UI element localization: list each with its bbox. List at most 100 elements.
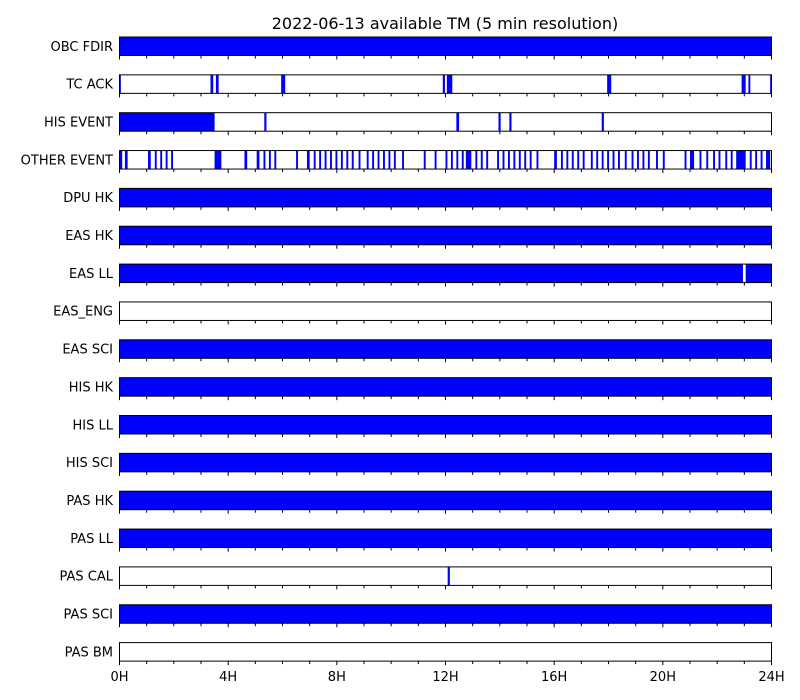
availability-bar: [566, 150, 569, 170]
availability-bar: [725, 150, 728, 170]
availability-bar: [647, 150, 650, 170]
row-label: EAS HK: [65, 229, 113, 244]
availability-bar: [480, 150, 483, 170]
availability-bar: [465, 150, 472, 170]
availability-bar: [119, 604, 772, 624]
row-dpu-hk: DPU HK: [63, 187, 772, 211]
x-tick-label: 24H: [758, 670, 784, 685]
availability-bar: [741, 74, 746, 94]
availability-bar: [513, 150, 516, 170]
availability-bar: [210, 74, 214, 94]
row-eas-eng: EAS_ENG: [53, 301, 772, 325]
row-label: HIS SCI: [66, 456, 113, 471]
availability-bar: [346, 150, 349, 170]
availability-bar: [119, 188, 772, 207]
availability-bar: [119, 415, 772, 434]
row-frame: [119, 112, 772, 132]
row-label: TC ACK: [65, 78, 113, 93]
availability-bar: [319, 150, 322, 170]
chart-title: 2022-06-13 available TM (5 min resolutio…: [272, 14, 618, 33]
availability-bar: [607, 74, 612, 94]
availability-bar: [244, 150, 248, 170]
availability-bar: [434, 150, 437, 170]
availability-bar: [119, 226, 772, 245]
row-label: PAS LL: [70, 532, 114, 547]
row-tc-ack: TC ACK: [65, 74, 772, 98]
availability-bar: [456, 112, 460, 132]
availability-bar: [509, 112, 512, 132]
row-label: PAS HK: [66, 494, 113, 509]
availability-bar: [618, 150, 620, 170]
availability-bar: [119, 37, 772, 56]
row-other-event: OTHER EVENT: [21, 150, 772, 174]
availability-bar: [475, 150, 478, 170]
availability-bar: [383, 150, 385, 170]
availability-bar: [637, 150, 639, 170]
availability-bar: [582, 150, 585, 170]
availability-bar: [215, 74, 219, 94]
availability-bar: [119, 112, 215, 132]
row-pas-sci: PAS SCI: [64, 604, 772, 628]
row-pas-ll: PAS LL: [70, 528, 772, 552]
availability-bar: [612, 150, 615, 170]
availability-bar: [171, 150, 174, 170]
availability-bar: [507, 150, 510, 170]
row-label: EAS SCI: [62, 343, 113, 358]
availability-bar: [124, 150, 128, 170]
availability-bar: [456, 150, 459, 170]
row-label: EAS LL: [69, 267, 114, 282]
availability-bar: [446, 74, 453, 94]
availability-bar: [306, 150, 310, 170]
availability-bar: [119, 377, 772, 397]
availability-bar: [631, 150, 634, 170]
availability-bar: [377, 150, 380, 170]
availability-bar: [461, 150, 464, 170]
availability-bar: [119, 453, 772, 472]
x-tick-label: 0H: [110, 670, 128, 685]
availability-bar: [524, 150, 527, 170]
x-tick-label: 16H: [541, 670, 567, 685]
availability-bar: [502, 150, 505, 170]
availability-bar: [445, 150, 448, 170]
availability-bar: [393, 150, 396, 170]
row-his-event: HIS EVENT: [44, 112, 772, 136]
row-his-sci: HIS SCI: [66, 452, 772, 476]
availability-bar: [730, 150, 733, 170]
availability-bar: [554, 150, 557, 170]
availability-bar: [442, 74, 445, 94]
availability-bar: [656, 150, 658, 170]
availability-bar: [770, 74, 772, 94]
row-pas-cal: PAS CAL: [60, 566, 772, 590]
availability-bar: [330, 150, 332, 170]
availability-bar: [529, 150, 532, 170]
availability-bar: [119, 491, 772, 510]
availability-bar: [450, 150, 453, 170]
row-label: PAS SCI: [64, 608, 113, 623]
row-label: DPU HK: [63, 191, 113, 206]
availability-bar: [340, 150, 343, 170]
availability-bar: [358, 150, 361, 170]
row-frame: [119, 301, 772, 321]
availability-bar: [119, 150, 123, 170]
row-his-ll: HIS LL: [73, 415, 772, 438]
availability-bar: [263, 150, 266, 170]
row-label: HIS EVENT: [44, 115, 113, 130]
availability-bar: [256, 150, 260, 170]
availability-bar: [388, 150, 391, 170]
availability-bar: [690, 150, 695, 170]
availability-bar: [706, 150, 709, 170]
row-label: EAS_ENG: [53, 305, 113, 320]
chart-rows: OBC FDIR TC ACK HIS EVENT OTHER EVENT DPU HK…: [21, 36, 772, 666]
row-frame: [119, 566, 772, 586]
row-label: PAS BM: [65, 645, 113, 660]
availability-bar: [601, 112, 604, 132]
availability-bar: [264, 112, 267, 132]
availability-bar: [662, 150, 665, 170]
availability-bar: [423, 150, 426, 170]
x-axis: 0H 4H 8H 12H 16H 20H 24H: [110, 670, 784, 685]
availability-bar: [366, 150, 369, 170]
availability-bar: [498, 112, 501, 132]
availability-bar: [335, 150, 338, 170]
availability-bar: [268, 150, 271, 170]
availability-bar: [601, 150, 604, 170]
